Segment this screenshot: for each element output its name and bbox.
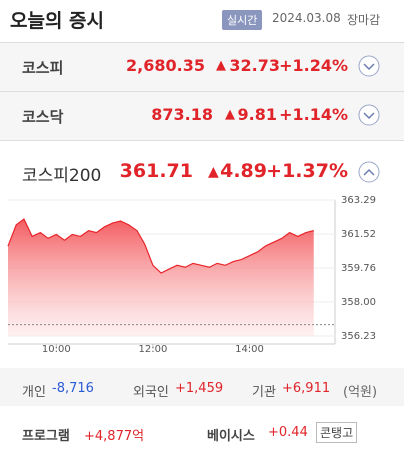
investor-value: +6,911	[282, 381, 331, 396]
collapse-button[interactable]	[358, 161, 380, 183]
expand-button[interactable]	[358, 104, 380, 126]
investor-label: 기관	[252, 385, 276, 400]
y-tick-label: 363.29	[341, 195, 376, 206]
program-label: 프로그램	[22, 429, 70, 444]
index-row[interactable]	[0, 92, 404, 141]
index-percent: +1.37%	[266, 160, 348, 182]
x-tick-label: 14:00	[235, 344, 264, 355]
area	[8, 219, 314, 336]
investor-bar	[0, 368, 404, 406]
line	[7, 218, 314, 274]
y-tick-label: 358.00	[341, 297, 376, 308]
basis-value: +0.44	[268, 425, 308, 440]
investor-value: +1,459	[175, 381, 224, 396]
y-tick-label: 359.76	[341, 263, 376, 274]
program-value: +4,877억	[84, 429, 145, 444]
index-change: 32.73	[229, 56, 280, 75]
index-row[interactable]	[0, 42, 404, 92]
index-value: 2,680.35	[126, 56, 205, 75]
x-tick-label: 10:00	[42, 344, 71, 355]
index-value: 873.18	[151, 105, 213, 124]
y-tick-label: 361.52	[341, 229, 376, 240]
up-arrow: ▲	[225, 107, 235, 122]
status: 장마감	[347, 13, 381, 27]
basis-label: 베이시스	[207, 429, 255, 444]
index-change: 9.81	[237, 105, 277, 124]
index-change: 4.89	[220, 160, 267, 182]
date: 2024.03.08	[272, 11, 341, 25]
x-tick-label: 12:00	[138, 344, 167, 355]
up-arrow: ▲	[216, 58, 226, 73]
index-percent: +1.14%	[279, 105, 348, 124]
index-name: 코스피200	[22, 166, 102, 186]
index-percent: +1.24%	[279, 56, 348, 75]
badge: 실시간	[222, 10, 263, 30]
investor-label: 개인	[22, 385, 46, 400]
up-arrow: ▲	[208, 164, 219, 180]
index-value: 361.71	[119, 160, 193, 182]
index-name: 코스피	[22, 59, 64, 77]
investor-label: 외국인	[133, 385, 169, 400]
basis-state: 콘탱고	[316, 422, 358, 443]
y-tick-label: 356.23	[341, 331, 376, 342]
title: 오늘의 증시	[10, 10, 105, 32]
investor-value: -8,716	[52, 381, 94, 396]
unit: (억원)	[343, 385, 378, 400]
index-name: 코스닥	[22, 108, 64, 126]
expand-button[interactable]	[358, 55, 380, 77]
